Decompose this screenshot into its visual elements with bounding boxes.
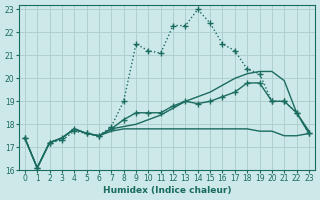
X-axis label: Humidex (Indice chaleur): Humidex (Indice chaleur) bbox=[103, 186, 231, 195]
